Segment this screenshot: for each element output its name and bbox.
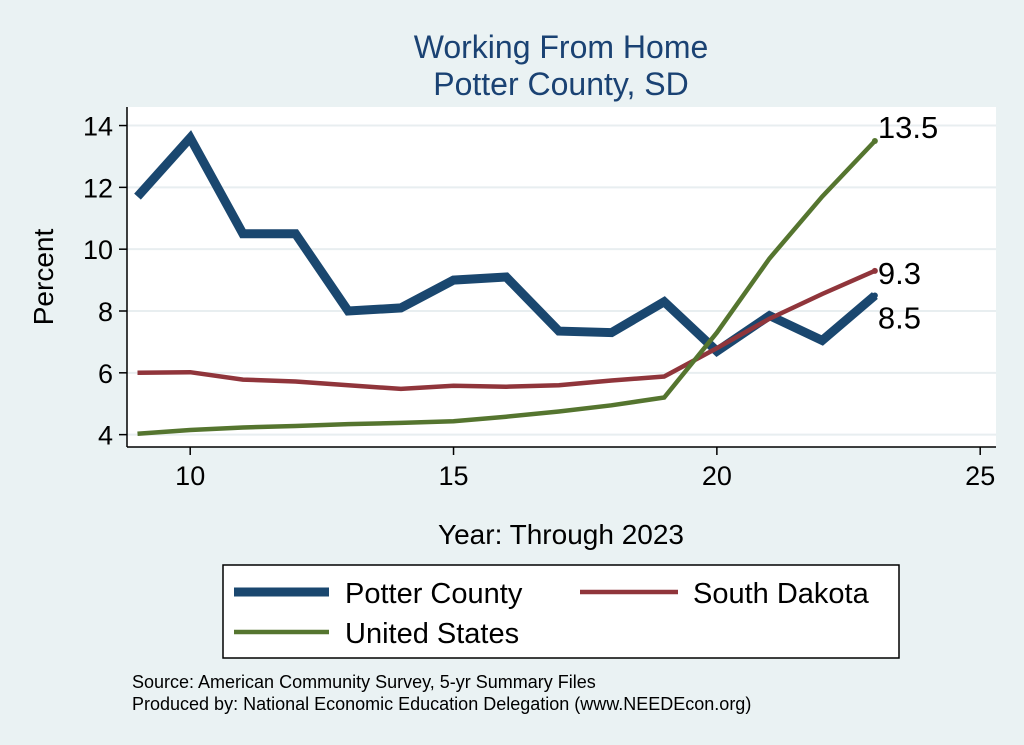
x-tick-label-25: 25 (965, 461, 995, 491)
x-axis-label: Year: Through 2023 (438, 519, 684, 550)
y-tick-label-12: 12 (83, 173, 113, 203)
produced-by-note: Produced by: National Economic Education… (132, 694, 751, 714)
y-tick-label-10: 10 (83, 235, 113, 265)
end-label-potter-county: 8.5 (878, 301, 921, 336)
x-tick-label-10: 10 (175, 461, 205, 491)
series-lines (134, 130, 878, 436)
legend-box (222, 564, 900, 659)
end-label-south-dakota: 9.3 (878, 256, 921, 291)
series-line-united-states (137, 139, 877, 436)
end-label-united-states: 13.5 (878, 110, 938, 145)
source-note: Source: American Community Survey, 5-yr … (132, 672, 596, 692)
chart-title-line-2: Potter County, SD (433, 66, 689, 102)
end-marker-potter-county (871, 292, 878, 299)
x-tick-label-15: 15 (439, 461, 469, 491)
legend-label-united-states: United States (345, 618, 519, 650)
legend-label-potter-county: Potter County (345, 578, 523, 610)
y-tick-label-6: 6 (98, 359, 113, 389)
y-tick-label-4: 4 (98, 421, 113, 451)
end-marker-south-dakota (871, 267, 878, 274)
y-tick-label-8: 8 (98, 297, 113, 327)
legend: Potter County South Dakota United States (222, 564, 900, 659)
end-marker-united-states (871, 138, 878, 144)
y-axis-label: Percent (28, 229, 59, 326)
x-tick-label-20: 20 (702, 461, 732, 491)
end-labels: 8.5 9.3 13.5 (871, 110, 938, 336)
series-line-south-dakota (137, 268, 876, 392)
chart-title-line-1: Working From Home (414, 29, 709, 65)
y-tick-label-14: 14 (83, 112, 113, 142)
axes: 4 6 8 10 12 14 10 15 20 25 (83, 107, 996, 491)
legend-label-south-dakota: South Dakota (693, 578, 870, 610)
